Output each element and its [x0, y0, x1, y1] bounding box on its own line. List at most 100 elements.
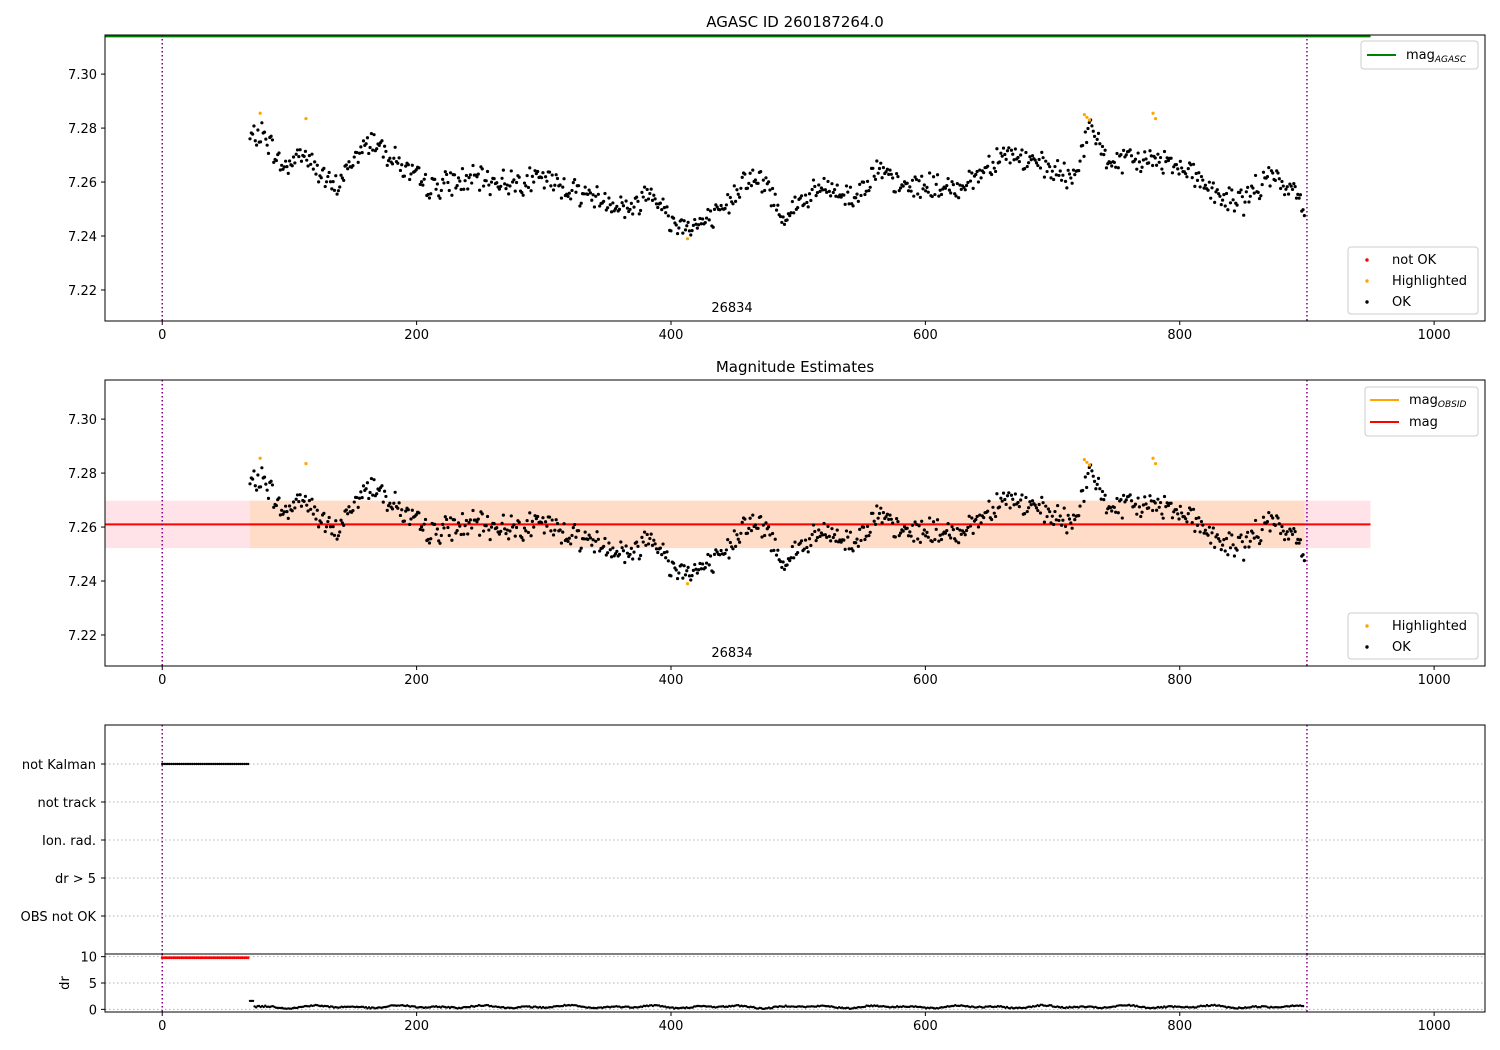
- ok-point: [859, 193, 863, 198]
- x-tick-label: 0: [158, 673, 166, 688]
- ok-point: [1135, 512, 1139, 516]
- ok-point: [1211, 526, 1215, 530]
- ok-point: [330, 532, 334, 536]
- panel-estimates-obsid-label: 26834: [711, 646, 752, 661]
- ok-point: [1052, 177, 1056, 182]
- ok-point: [1059, 178, 1064, 182]
- ok-point: [649, 187, 653, 191]
- ok-point: [971, 186, 975, 190]
- ok-point: [1195, 523, 1200, 527]
- legend-highlighted-label-2: Highlighted: [1392, 619, 1467, 634]
- ok-point: [322, 166, 326, 171]
- ok-point: [342, 178, 346, 182]
- ok-point: [645, 187, 649, 192]
- ok-point: [536, 169, 540, 174]
- ok-point: [987, 154, 991, 158]
- ok-point: [570, 188, 574, 193]
- ok-point: [629, 201, 633, 205]
- ok-point: [454, 186, 458, 190]
- ok-point: [1290, 187, 1295, 192]
- ok-point: [764, 521, 768, 525]
- ok-point: [1087, 120, 1091, 125]
- ok-point: [781, 215, 785, 219]
- ok-point: [278, 168, 282, 172]
- ok-point: [818, 189, 822, 193]
- panel-dr-ylabel: dr: [58, 976, 73, 990]
- not-kalman-point: [199, 762, 202, 766]
- ok-point: [1030, 499, 1035, 503]
- ok-point: [827, 189, 831, 193]
- x-tick-label: 200: [404, 673, 429, 688]
- ok-point: [997, 160, 1002, 164]
- ok-point: [732, 529, 736, 533]
- flag-category-label: not Kalman: [22, 758, 96, 773]
- ok-point: [549, 184, 553, 188]
- ok-point: [726, 193, 730, 197]
- ok-point: [524, 529, 528, 533]
- ok-point: [637, 557, 641, 561]
- ok-point: [957, 196, 961, 200]
- ok-point: [488, 537, 492, 542]
- ok-point: [789, 556, 793, 560]
- ok-point: [1083, 130, 1087, 134]
- ok-point: [1162, 494, 1167, 499]
- ok-point: [1273, 178, 1277, 183]
- ok-point: [1070, 526, 1074, 530]
- ok-point: [1223, 549, 1227, 553]
- ok-point: [310, 497, 314, 501]
- ok-point: [471, 163, 475, 168]
- ok-point: [421, 183, 425, 187]
- ok-point: [1061, 173, 1065, 177]
- ok-point: [1081, 488, 1085, 493]
- ok-point: [898, 531, 903, 535]
- ok-point: [604, 553, 608, 557]
- ok-point: [305, 503, 309, 507]
- ok-point: [686, 220, 690, 224]
- ok-point: [306, 509, 310, 513]
- ok-point: [1220, 198, 1225, 202]
- ok-point: [1247, 545, 1251, 549]
- ok-point: [419, 180, 424, 184]
- ok-point: [1119, 498, 1123, 502]
- ok-point: [628, 552, 632, 557]
- not-kalman-point: [239, 762, 242, 766]
- ok-point: [830, 527, 834, 531]
- ok-point: [520, 536, 524, 540]
- ok-point: [1030, 154, 1035, 158]
- ok-point: [324, 525, 329, 529]
- ok-point: [1186, 167, 1190, 171]
- not-kalman-point: [229, 762, 233, 766]
- ok-point: [352, 155, 356, 159]
- ok-point: [1256, 535, 1260, 539]
- ok-point: [323, 184, 327, 189]
- ok-point: [772, 203, 776, 207]
- ok-point: [728, 540, 732, 545]
- ok-point: [595, 530, 599, 534]
- ok-point: [901, 529, 905, 533]
- ok-point: [287, 159, 292, 163]
- ok-point: [313, 160, 317, 164]
- ok-point: [611, 546, 615, 550]
- ok-point: [1057, 518, 1061, 523]
- ok-point: [694, 567, 698, 571]
- ok-point: [385, 163, 389, 167]
- ok-point: [1223, 204, 1227, 208]
- ok-point: [950, 525, 954, 529]
- ok-point: [452, 518, 457, 522]
- ok-point: [1135, 167, 1139, 171]
- ok-point: [260, 466, 264, 470]
- ok-point: [689, 578, 693, 582]
- ok-point: [256, 473, 260, 477]
- ok-point: [1112, 160, 1116, 165]
- ok-point: [889, 172, 893, 176]
- not-kalman-point: [244, 762, 248, 766]
- ok-point: [470, 526, 474, 530]
- ok-point: [550, 518, 554, 522]
- ok-point: [1242, 213, 1246, 217]
- ok-point: [1040, 150, 1044, 154]
- ok-point: [620, 201, 624, 205]
- ok-point: [1001, 146, 1006, 150]
- not-kalman-point: [166, 762, 170, 766]
- ok-point: [1096, 131, 1101, 135]
- ok-point: [665, 205, 669, 209]
